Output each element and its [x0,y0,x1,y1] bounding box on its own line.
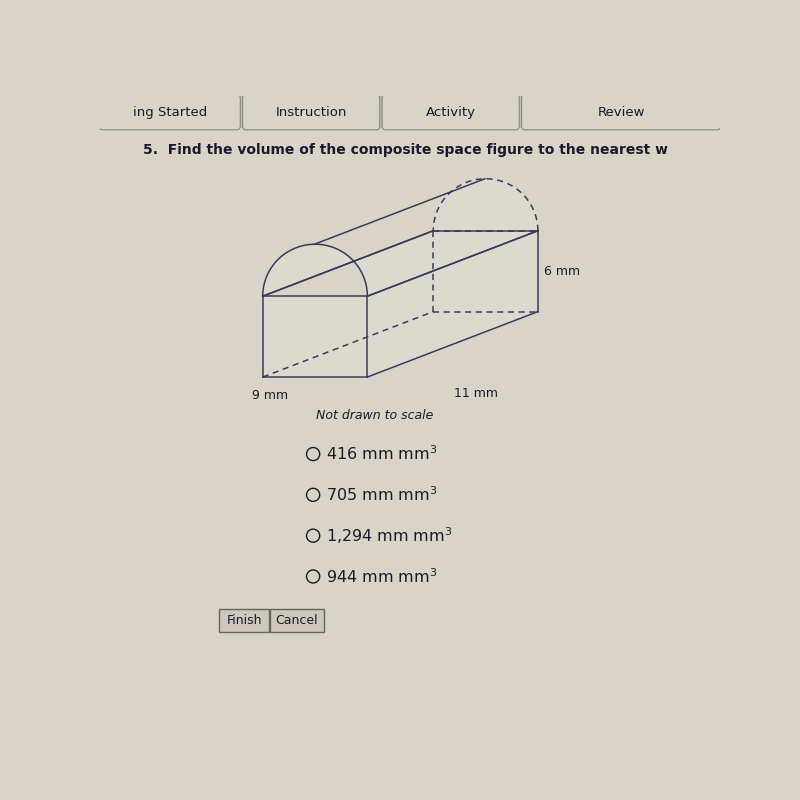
Text: 705 mm mm$^3$: 705 mm mm$^3$ [326,486,438,504]
Text: 6 mm: 6 mm [544,265,580,278]
Text: 5.  Find the volume of the composite space figure to the nearest w: 5. Find the volume of the composite spac… [142,143,668,157]
Polygon shape [262,296,367,377]
FancyBboxPatch shape [522,94,721,130]
FancyBboxPatch shape [242,94,380,130]
FancyBboxPatch shape [99,94,240,130]
Text: Not drawn to scale: Not drawn to scale [317,409,434,422]
Text: Review: Review [598,106,645,118]
Text: Cancel: Cancel [275,614,318,627]
Polygon shape [262,178,538,296]
Polygon shape [367,230,538,377]
Text: Finish: Finish [226,614,262,627]
FancyBboxPatch shape [270,609,324,632]
FancyBboxPatch shape [100,96,720,128]
Text: Activity: Activity [426,106,476,118]
Text: 1,294 mm mm$^3$: 1,294 mm mm$^3$ [326,526,453,546]
Text: 9 mm: 9 mm [253,389,289,402]
FancyBboxPatch shape [382,94,519,130]
FancyBboxPatch shape [219,609,269,632]
Text: 11 mm: 11 mm [454,387,498,400]
Text: 944 mm mm$^3$: 944 mm mm$^3$ [326,567,438,586]
Text: 416 mm mm$^3$: 416 mm mm$^3$ [326,445,438,463]
Text: ing Started: ing Started [133,106,207,118]
Text: Instruction: Instruction [275,106,347,118]
